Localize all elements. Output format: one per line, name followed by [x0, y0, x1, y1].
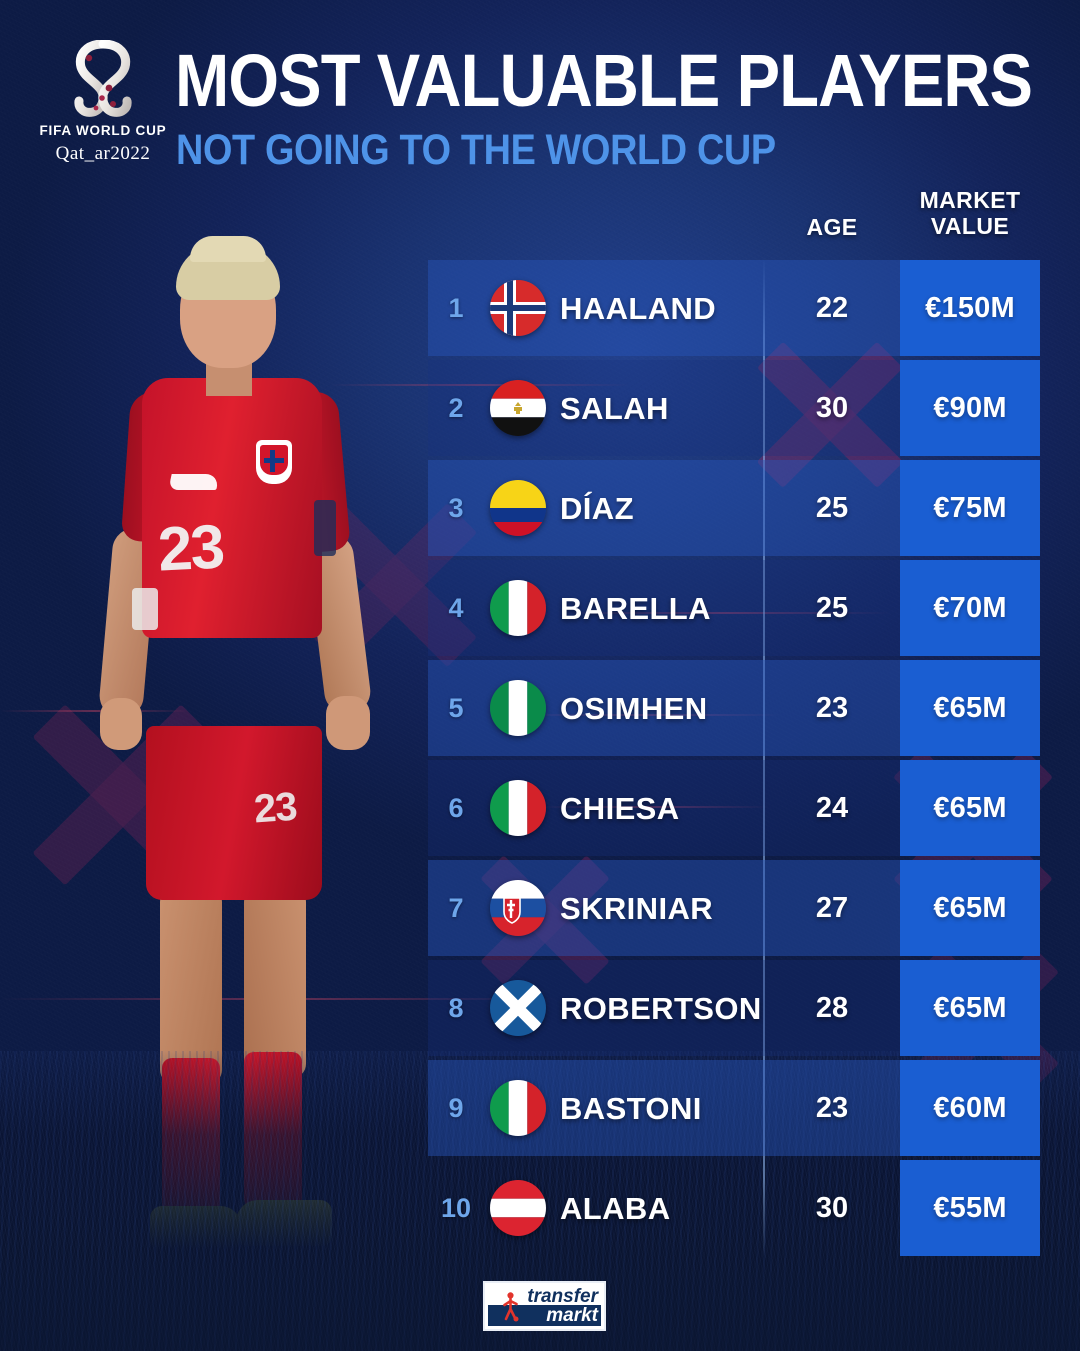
rank-number: 10 — [440, 1192, 472, 1223]
player-market-value: €65M — [900, 860, 1040, 956]
table-row[interactable]: 9 BASTONI 23 €60M — [428, 1058, 1040, 1158]
player-age: 28 — [815, 991, 849, 1024]
egypt-flag-icon — [490, 380, 546, 436]
player-market-value: €70M — [900, 560, 1040, 656]
page-title: MOST VALUABLE PLAYERS — [175, 39, 1033, 122]
market-value-label-line1: MARKET — [919, 187, 1021, 213]
nike-swoosh-icon — [168, 474, 220, 490]
page-subtitle: NOT GOING TO THE WORLD CUP — [176, 126, 776, 174]
italy-flag-icon — [490, 580, 546, 636]
table-row[interactable]: 1 HAALAND 22 €150M — [428, 258, 1040, 358]
ranking-table: 1 HAALAND 22 €150M 2 SALAH 30 €90M 3 DÍA… — [428, 258, 1040, 1258]
transfermarkt-logo: transfer markt — [483, 1281, 606, 1331]
player-age: 22 — [815, 291, 849, 324]
footballer-figure-icon — [503, 1292, 519, 1322]
scotland-flag-icon — [490, 980, 546, 1036]
table-row[interactable]: 10 ALABA 30 €55M — [428, 1158, 1040, 1258]
column-divider — [763, 258, 765, 1258]
shorts-number: 23 — [252, 784, 298, 832]
player-age: 27 — [815, 891, 849, 924]
player-age: 24 — [815, 791, 849, 824]
rank-number: 1 — [448, 292, 464, 323]
table-row[interactable]: 4 BARELLA 25 €70M — [428, 558, 1040, 658]
player-age: 25 — [815, 591, 849, 624]
player-market-value: €55M — [900, 1160, 1040, 1256]
table-row[interactable]: 2 SALAH 30 €90M — [428, 358, 1040, 458]
nigeria-flag-icon — [490, 680, 546, 736]
player-market-value: €60M — [900, 1060, 1040, 1156]
player-market-value: €65M — [900, 660, 1040, 756]
logo-line-2: Qat_ar2022 — [55, 143, 151, 164]
player-name: SALAH — [560, 390, 669, 426]
norway-flag-icon — [490, 280, 546, 336]
market-value-label-line2: VALUE — [930, 212, 1010, 239]
player-market-value: €65M — [900, 760, 1040, 856]
header: FIFA WORLD CUP Qat_ar2022 MOST VALUABLE … — [0, 0, 1080, 180]
decorative-streak — [330, 384, 630, 386]
player-name: CHIESA — [560, 790, 680, 826]
decorative-streak — [0, 710, 190, 712]
rank-number: 7 — [448, 892, 464, 923]
player-market-value: €75M — [900, 460, 1040, 556]
table-row[interactable]: 6 CHIESA 24 €65M — [428, 758, 1040, 858]
player-market-value: €65M — [900, 960, 1040, 1056]
rank-number: 6 — [448, 792, 464, 823]
italy-flag-icon — [490, 780, 546, 836]
player-age: 30 — [815, 391, 849, 424]
table-row[interactable]: 8 ROBERTSON 28 €65M — [428, 958, 1040, 1058]
rank-number: 8 — [448, 992, 464, 1023]
rank-number: 2 — [448, 392, 464, 423]
austria-flag-icon — [490, 1180, 546, 1236]
logo-line-1: FIFA WORLD CUP — [39, 123, 167, 138]
player-age: 25 — [815, 491, 849, 524]
italy-flag-icon — [490, 1080, 546, 1136]
rank-number: 3 — [448, 492, 464, 523]
decorative-streak — [540, 806, 770, 808]
player-name: BARELLA — [560, 590, 711, 626]
player-name: SKRINIAR — [560, 890, 714, 926]
column-header-age: AGE — [806, 214, 858, 240]
player-name: ALABA — [560, 1190, 671, 1226]
transfermarkt-wordmark-top: transfer — [527, 1286, 598, 1307]
player-name: BASTONI — [560, 1090, 702, 1126]
player-age: 23 — [815, 691, 849, 724]
player-market-value: €150M — [900, 260, 1040, 356]
player-name: OSIMHEN — [560, 690, 708, 726]
rank-number: 5 — [448, 692, 464, 723]
fifa-world-cup-logo: FIFA WORLD CUP Qat_ar2022 — [38, 38, 168, 173]
table-row[interactable]: 3 DÍAZ 25 €75M — [428, 458, 1040, 558]
player-name: ROBERTSON — [560, 990, 762, 1026]
shirt-number: 23 — [156, 512, 225, 585]
player-name: DÍAZ — [560, 490, 634, 526]
colombia-flag-icon — [490, 480, 546, 536]
rank-number: 9 — [448, 1092, 464, 1123]
player-name: HAALAND — [560, 290, 717, 326]
column-header-market-value: MARKET VALUE — [900, 187, 1040, 240]
decorative-streak — [520, 714, 780, 716]
table-row[interactable]: 7 SKRINIAR 27 €65M — [428, 858, 1040, 958]
player-age: 30 — [815, 1191, 849, 1224]
table-row[interactable]: 5 OSIMHEN 23 €65M — [428, 658, 1040, 758]
slovakia-flag-icon — [490, 880, 546, 936]
rank-number: 4 — [448, 592, 464, 623]
player-market-value: €90M — [900, 360, 1040, 456]
decorative-streak — [560, 612, 890, 614]
player-age: 23 — [815, 1091, 849, 1124]
